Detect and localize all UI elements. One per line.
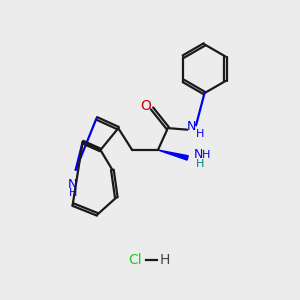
- Text: H: H: [68, 188, 77, 198]
- Text: H: H: [196, 160, 204, 170]
- Text: N: N: [187, 120, 196, 133]
- Text: N: N: [194, 148, 203, 161]
- Text: H: H: [196, 129, 204, 139]
- Text: N: N: [68, 178, 77, 191]
- Text: Cl: Cl: [128, 253, 142, 267]
- Polygon shape: [158, 150, 188, 160]
- Text: H: H: [202, 150, 210, 160]
- Text: H: H: [160, 253, 170, 267]
- Text: O: O: [140, 99, 151, 113]
